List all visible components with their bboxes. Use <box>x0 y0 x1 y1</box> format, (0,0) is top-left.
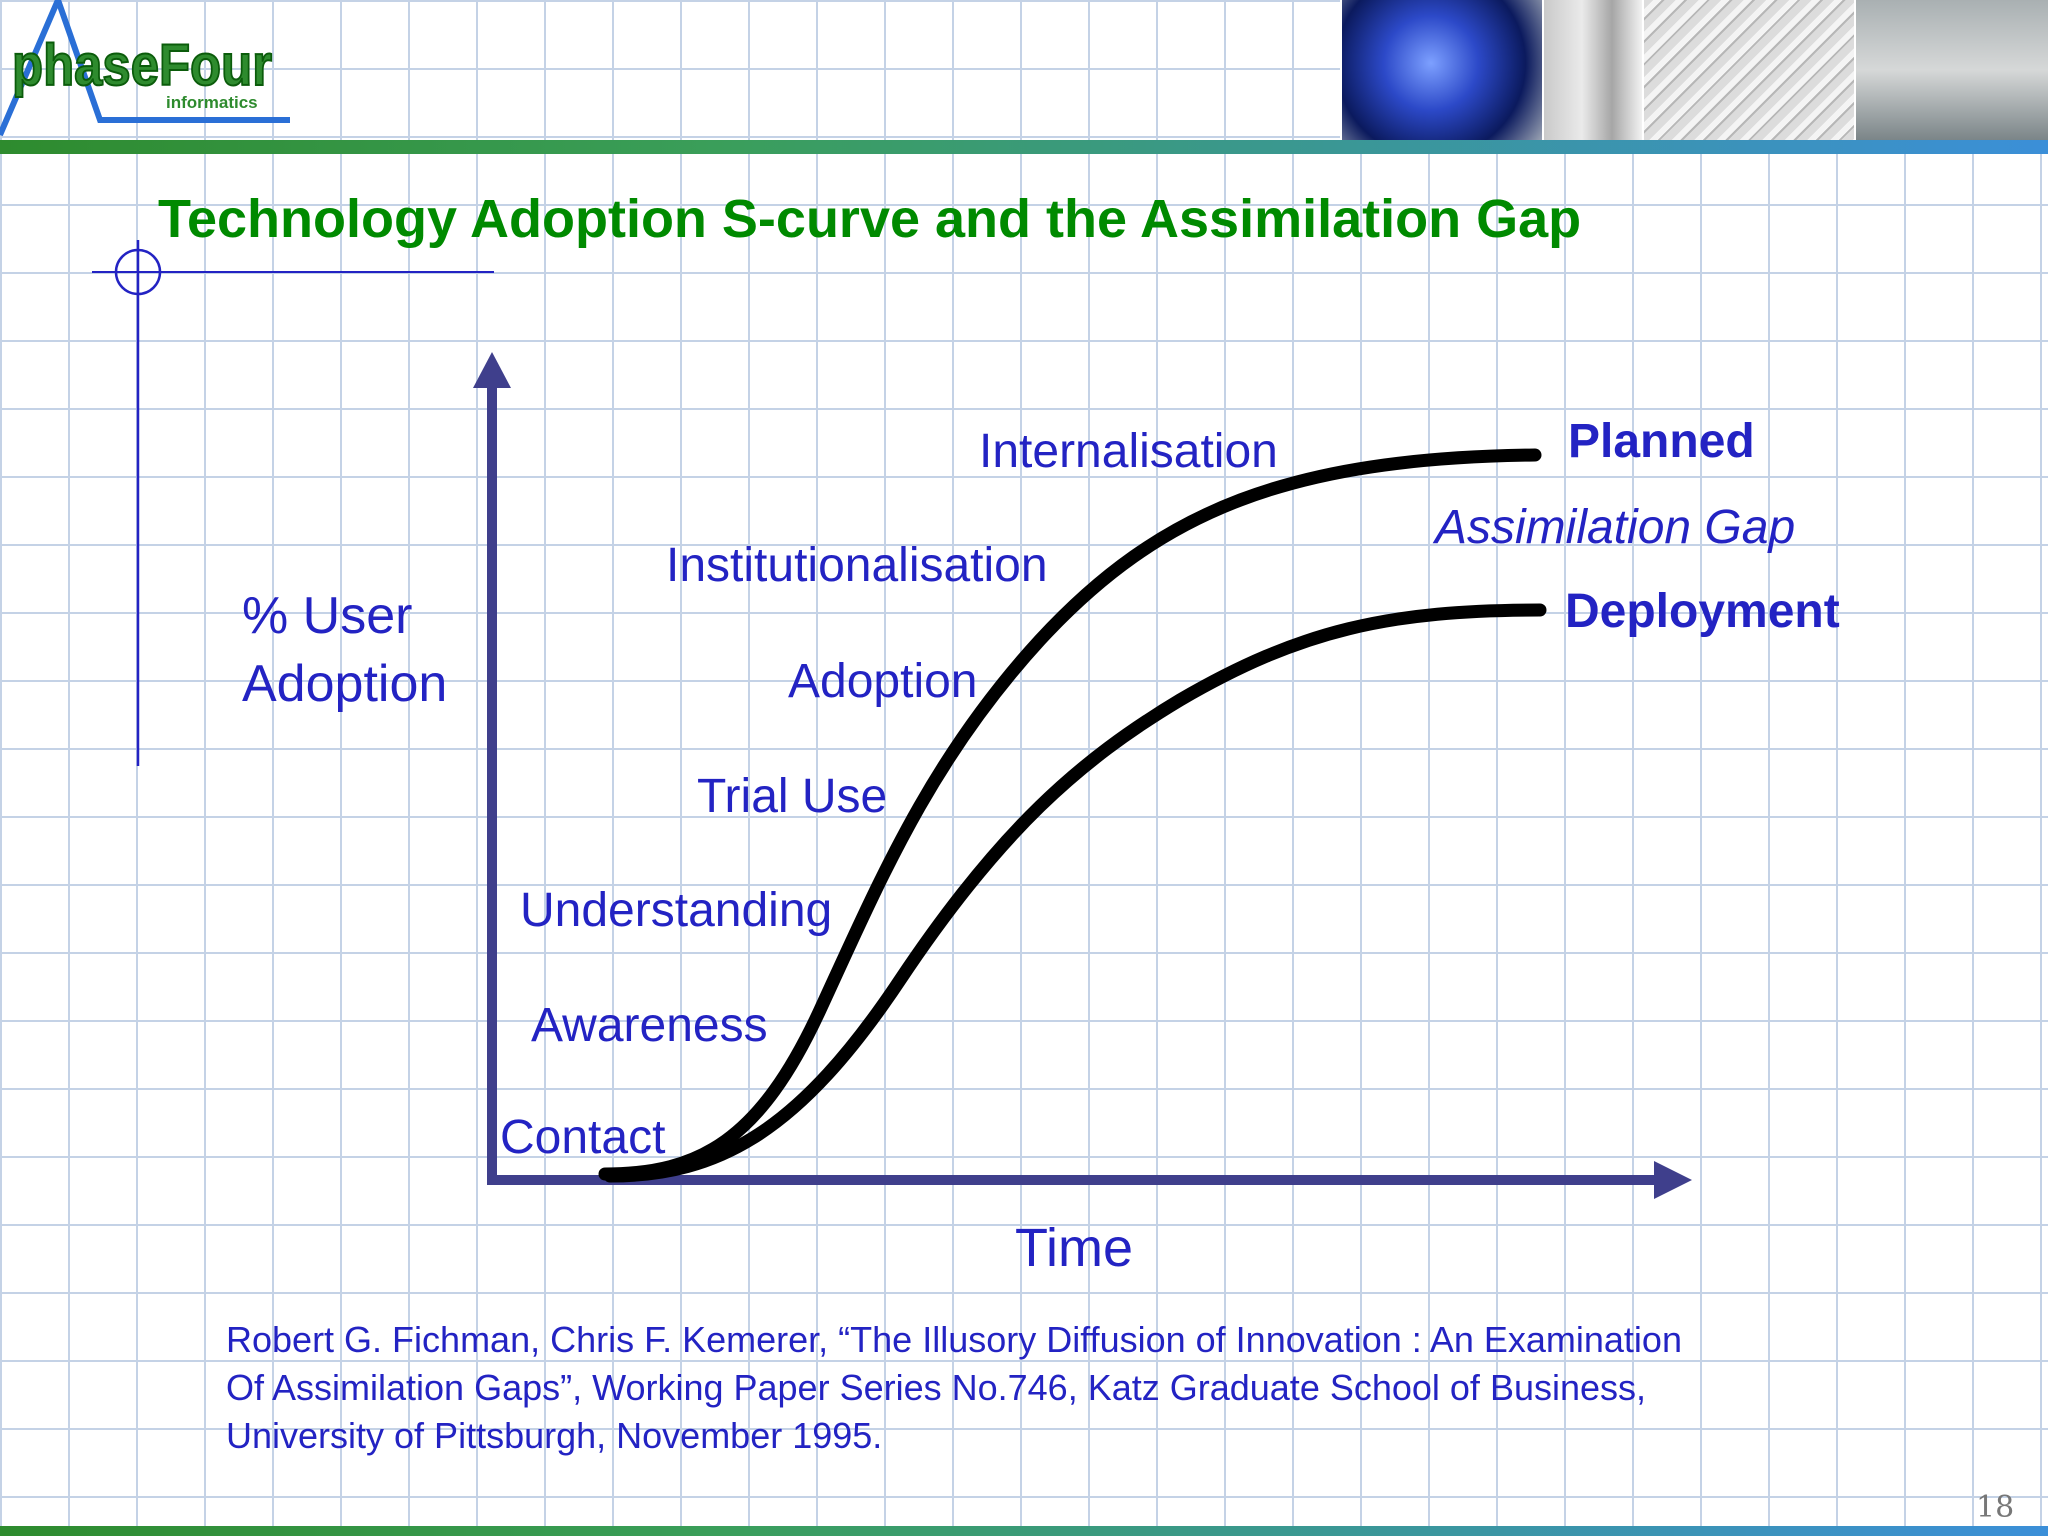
lab-equipment-photo <box>1542 0 1642 140</box>
slide-title: Technology Adoption S-curve and the Assi… <box>158 189 1582 249</box>
deployment-curve <box>603 603 1547 1183</box>
planned-curve <box>598 448 1542 1181</box>
planned-label: Planned <box>1568 415 1755 468</box>
lab-flask-photo <box>1340 0 1542 140</box>
x-axis-label: Time <box>1015 1218 1133 1278</box>
x-axis <box>487 1161 1692 1199</box>
stage-awareness: Awareness <box>531 999 768 1052</box>
crosshair-decoration <box>92 240 494 766</box>
citation-line-2: Of Assimilation Gaps”, Working Paper Ser… <box>226 1367 1647 1408</box>
y-axis-label: % User Adoption <box>242 582 447 718</box>
header-gradient-bar <box>0 140 2048 154</box>
page-number: 18 <box>1976 1490 2015 1525</box>
stage-institutionalisation: Institutionalisation <box>666 539 1048 592</box>
stage-understanding: Understanding <box>520 884 833 937</box>
y-axis-label-line1: % User <box>242 587 413 645</box>
stage-trial-use: Trial Use <box>697 770 888 823</box>
logo-tagline: informatics <box>166 93 258 112</box>
deployment-label: Deployment <box>1565 585 1840 638</box>
stage-contact: Contact <box>500 1111 666 1164</box>
stage-adoption: Adoption <box>788 655 978 708</box>
logo-brand: phaseFour <box>12 33 272 98</box>
citation: Robert G. Fichman, Chris F. Kemerer, “Th… <box>226 1316 1886 1460</box>
stage-internalisation: Internalisation <box>979 425 1278 478</box>
footer-gradient-bar <box>0 1526 2048 1536</box>
phasefour-logo: phaseFour informatics <box>0 0 290 137</box>
keyboard-photo <box>1642 0 1854 140</box>
citation-line-1: Robert G. Fichman, Chris F. Kemerer, “Th… <box>226 1319 1682 1360</box>
assimilation-gap-label: Assimilation Gap <box>1435 501 1796 554</box>
citation-line-3: University of Pittsburgh, November 1995. <box>226 1415 883 1456</box>
header-photo-strip <box>1340 0 2048 140</box>
y-axis-label-line2: Adoption <box>242 655 448 713</box>
y-axis <box>473 352 511 1185</box>
laboratory-photo <box>1854 0 2048 140</box>
